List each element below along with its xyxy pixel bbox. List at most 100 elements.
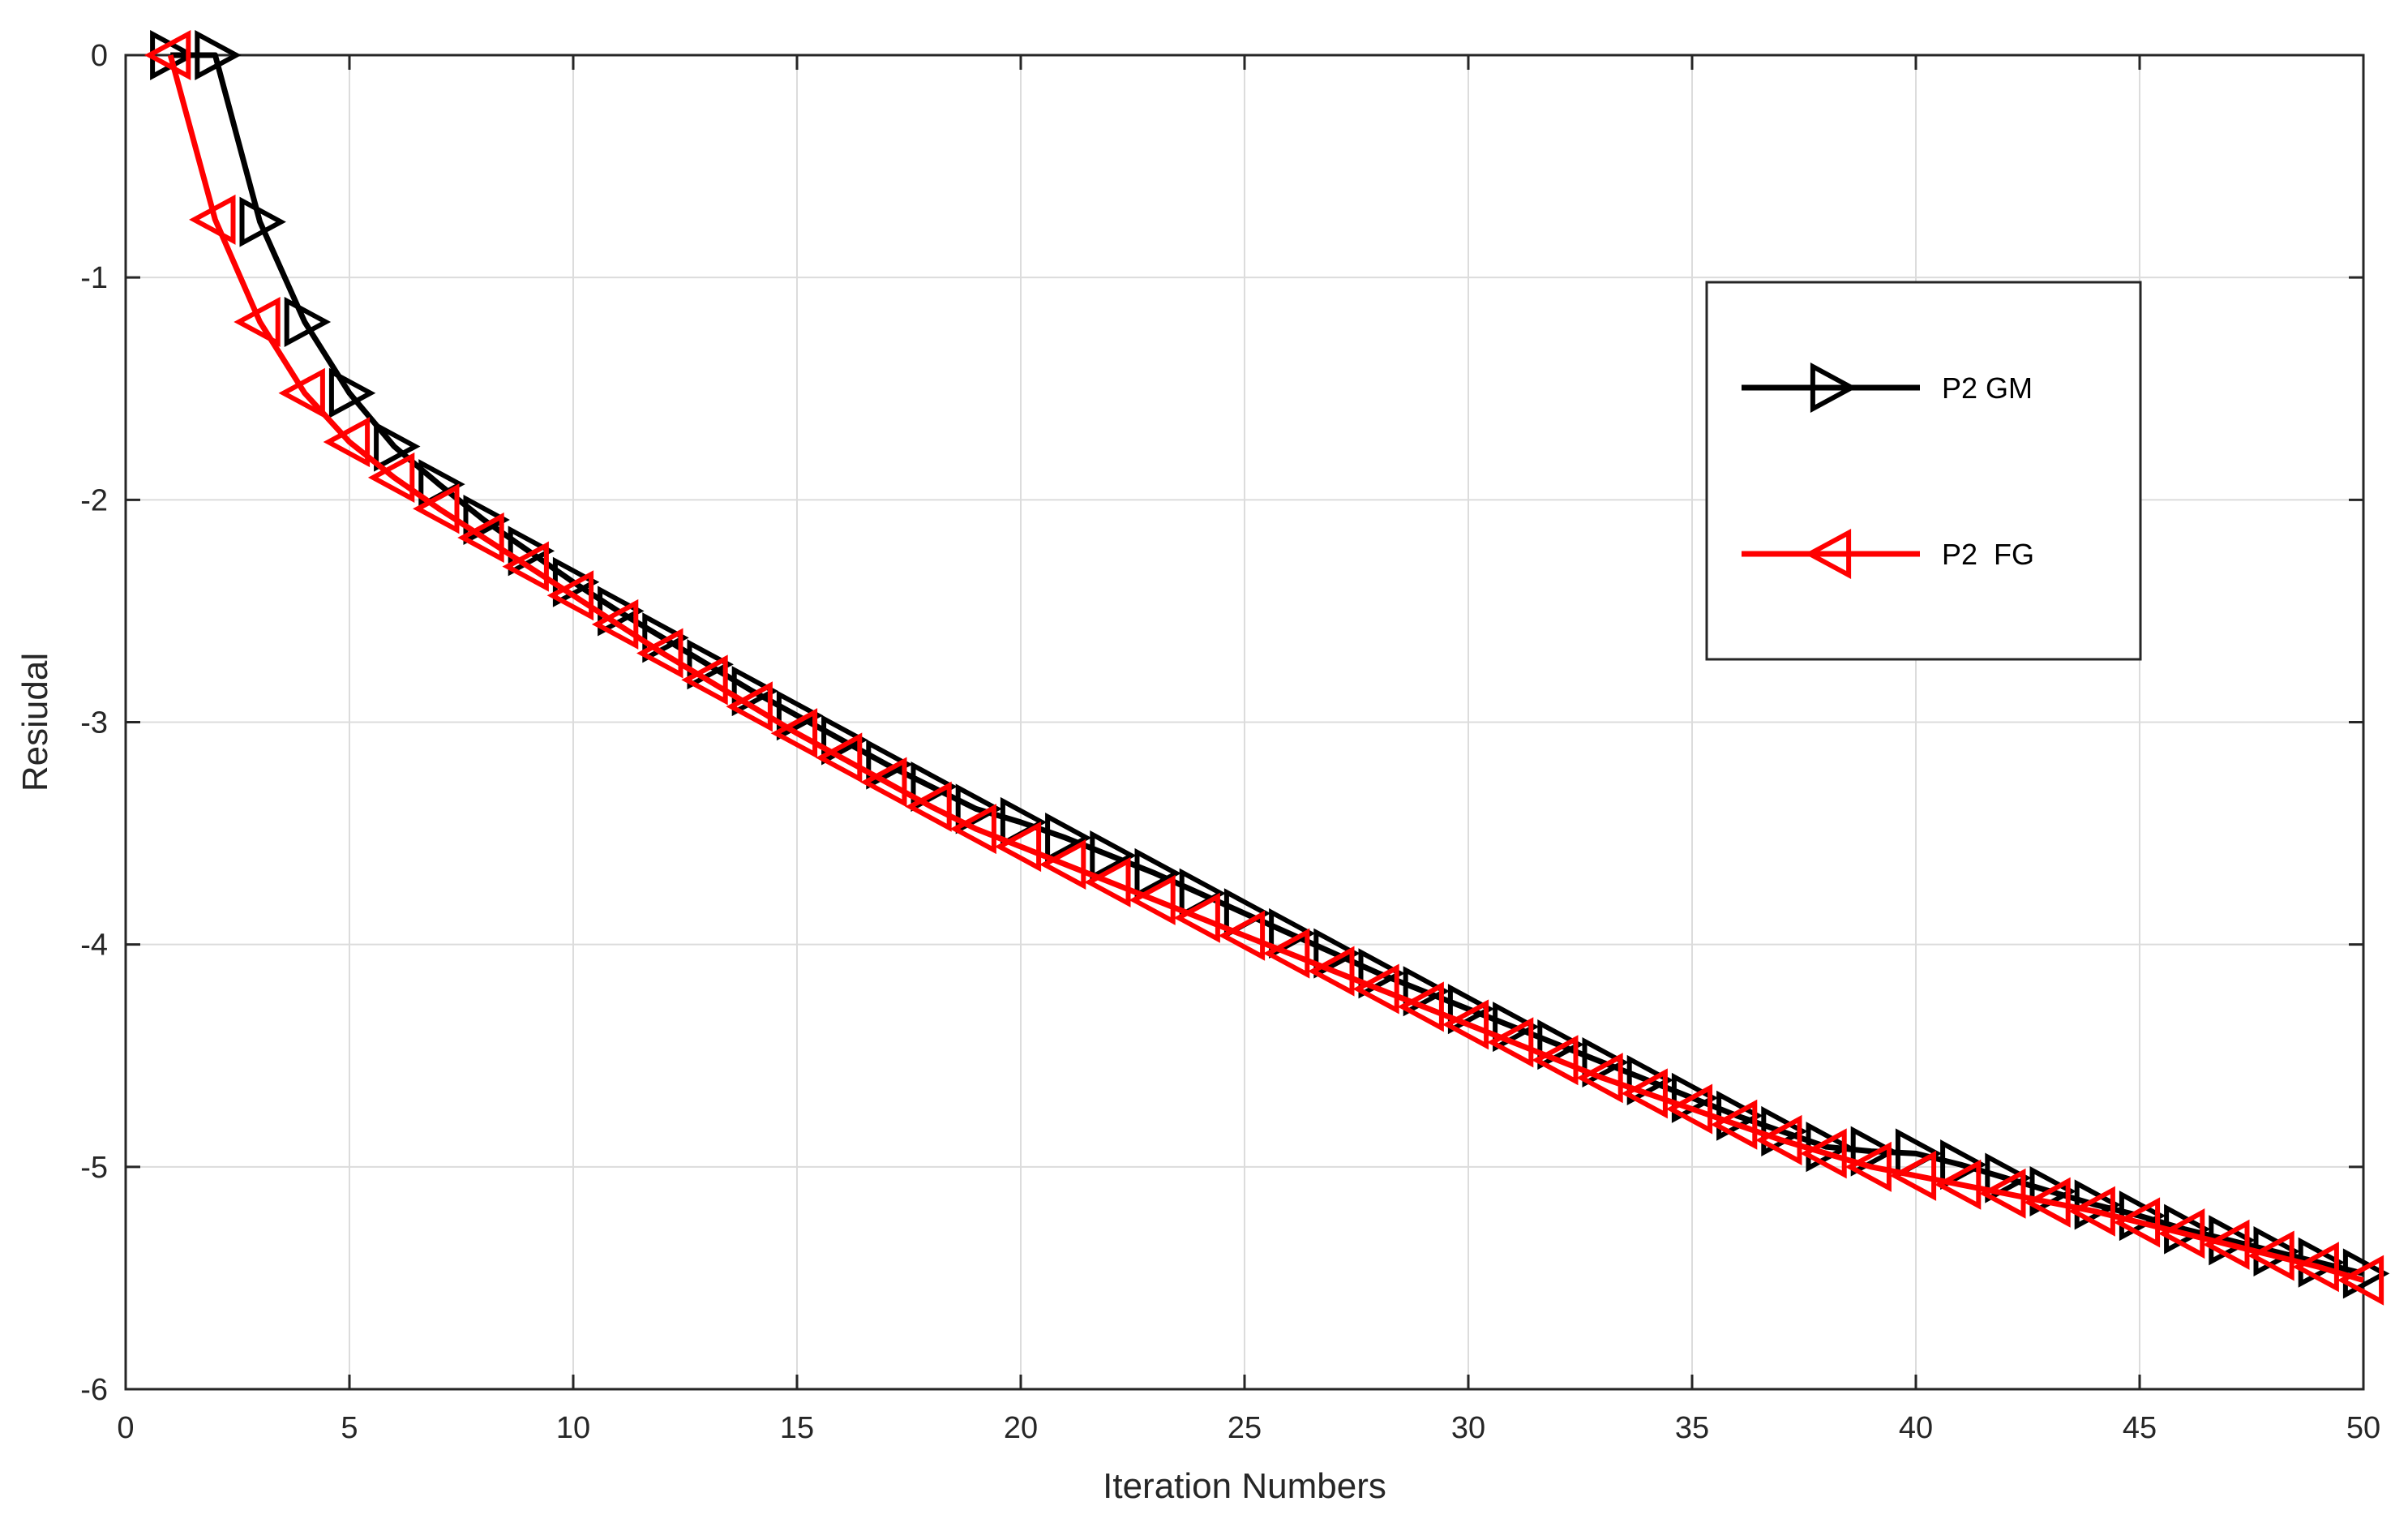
data-point-p2-gm <box>821 714 868 766</box>
data-point-p2-fg <box>189 194 236 245</box>
data-point-p2-fg <box>1665 1083 1713 1135</box>
data-point-p2-fg <box>2337 1255 2384 1306</box>
data-point-p2-fg <box>2024 1177 2071 1228</box>
data-point-p2-fg <box>1755 1114 1802 1165</box>
data-point-p2-gm <box>776 690 824 741</box>
legend: P2 GM P2 FG <box>1705 281 2142 661</box>
data-point-p2-fg <box>144 29 191 81</box>
series-line-p2-fg <box>167 54 2365 1284</box>
data-point-p2-fg <box>2292 1242 2339 1293</box>
data-point-p2-gm <box>1403 966 1450 1017</box>
x-tick-label: 50 <box>2346 1411 2380 1445</box>
x-tick-label: 35 <box>1675 1411 1709 1445</box>
data-point-p2-gm <box>1493 1002 1540 1053</box>
series-p2-fg <box>144 29 2384 1306</box>
data-point-p2-gm <box>910 761 958 813</box>
y-tick-label: 0 <box>91 39 108 73</box>
data-point-p2-fg <box>546 570 594 621</box>
data-point-p2-fg <box>681 654 728 706</box>
series-line-p2-gm <box>170 52 2364 1276</box>
x-tick-label: 5 <box>341 1411 358 1445</box>
data-point-p2-fg <box>1979 1168 2026 1219</box>
data-point-p2-gm <box>1985 1152 2032 1203</box>
y-tick-label: -4 <box>80 929 108 963</box>
data-point-p2-fg <box>1934 1159 1982 1210</box>
data-point-p2-fg <box>1352 963 1399 1015</box>
grid <box>125 54 2364 1390</box>
data-point-p2-fg <box>1397 981 1444 1032</box>
legend-label-p2-fg: P2 FG <box>1942 538 2034 571</box>
data-point-p2-fg <box>949 804 996 855</box>
data-point-p2-gm <box>1582 1036 1629 1088</box>
data-point-p2-gm <box>866 739 913 790</box>
y-tick-label: -6 <box>80 1373 108 1407</box>
data-point-p2-fg <box>860 757 907 808</box>
data-point-p2-gm <box>1313 928 1360 979</box>
x-tick-label: 10 <box>556 1411 590 1445</box>
data-point-p2-fg <box>413 483 460 534</box>
x-tick-label: 30 <box>1451 1411 1485 1445</box>
data-point-p2-gm <box>2074 1179 2122 1230</box>
data-point-p2-fg <box>278 367 325 418</box>
data-point-p2-gm <box>284 296 332 348</box>
data-point-p2-gm <box>1358 948 1405 999</box>
x-tick-label: 40 <box>1899 1411 1933 1445</box>
axis-ticks: 0 5 10 15 20 25 30 35 40 45 50 0 -1 -2 -3 -4 -5 -6 <box>80 39 2380 1445</box>
x-axis-label: Iteration Numbers <box>1103 1466 1386 1506</box>
data-point-p2-fg <box>1710 1099 1758 1150</box>
data-point-p2-fg <box>1889 1150 1937 1201</box>
series-layer <box>144 29 2390 1306</box>
data-point-p2-fg <box>502 541 549 592</box>
y-axis-label: Resiudal <box>15 653 55 792</box>
data-point-p2-fg <box>1129 874 1176 925</box>
data-point-p2-fg <box>1800 1128 1847 1179</box>
data-point-p2-fg <box>1486 1017 1534 1068</box>
data-point-p2-fg <box>770 708 818 759</box>
data-point-p2-gm <box>642 612 689 663</box>
data-point-p2-fg <box>1442 999 1489 1050</box>
legend-marker-p2-fg <box>1804 528 1852 580</box>
data-point-p2-fg <box>1084 856 1131 907</box>
x-tick-label: 15 <box>780 1411 814 1445</box>
data-point-p2-gm <box>374 421 421 472</box>
data-point-p2-gm <box>1537 1019 1584 1070</box>
series-p2-gm <box>150 29 2390 1299</box>
data-point-p2-gm <box>1045 813 1092 864</box>
data-point-p2-gm <box>1626 1054 1674 1105</box>
data-point-p2-fg <box>815 732 863 783</box>
data-point-p2-fg <box>636 628 683 679</box>
data-point-p2-fg <box>1262 928 1310 979</box>
data-point-p2-gm <box>328 367 376 418</box>
data-point-p2-fg <box>234 296 281 348</box>
data-point-p2-fg <box>1308 946 1355 997</box>
data-point-p2-fg <box>1039 839 1086 890</box>
legend-label-p2-gm: P2 GM <box>1942 371 2033 405</box>
data-point-p2-fg <box>994 821 1042 873</box>
data-point-p2-gm <box>239 196 286 247</box>
data-point-p2-fg <box>591 598 639 650</box>
data-point-p2-fg <box>1173 892 1220 943</box>
x-tick-label: 25 <box>1228 1411 1262 1445</box>
data-point-p2-gm <box>1090 830 1137 882</box>
data-point-p2-gm <box>1940 1139 1987 1191</box>
data-point-p2-fg <box>2157 1208 2205 1259</box>
data-point-p2-fg <box>726 681 773 732</box>
y-tick-label: -1 <box>80 261 108 295</box>
data-point-p2-fg <box>1576 1053 1623 1104</box>
data-point-p2-gm <box>463 494 510 546</box>
data-point-p2-gm <box>955 783 1003 834</box>
data-point-p2-gm <box>1447 984 1495 1035</box>
x-tick-label: 0 <box>117 1411 134 1445</box>
data-point-p2-fg <box>323 417 371 468</box>
data-point-p2-fg <box>1218 910 1266 961</box>
data-point-p2-fg <box>1532 1035 1579 1086</box>
y-tick-label: -3 <box>80 706 108 740</box>
y-tick-label: -2 <box>80 483 108 517</box>
data-point-p2-fg <box>2247 1230 2294 1281</box>
data-point-p2-gm <box>508 526 555 577</box>
data-point-p2-fg <box>2068 1186 2115 1237</box>
data-point-p2-fg <box>905 781 952 832</box>
data-point-p2-fg <box>367 452 415 503</box>
legend-marker-p2-gm <box>1810 362 1857 414</box>
